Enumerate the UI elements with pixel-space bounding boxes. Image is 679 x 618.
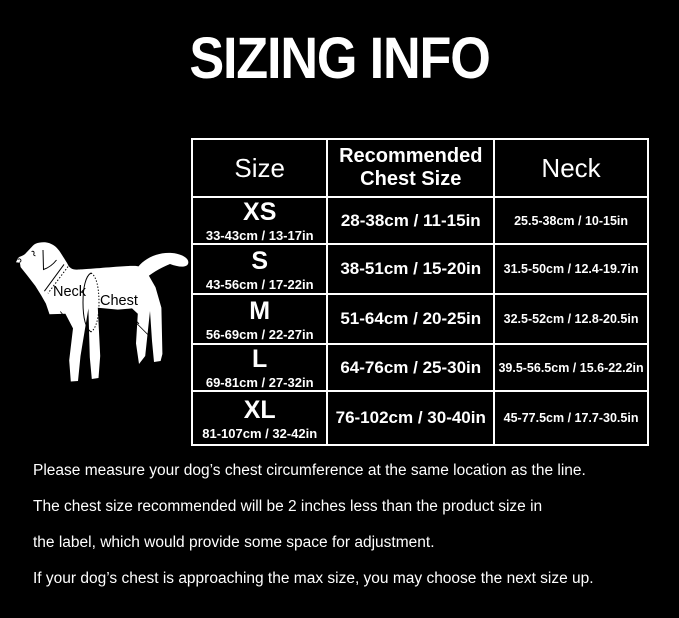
svg-text:Neck: Neck <box>53 284 87 300</box>
svg-text:Chest: Chest <box>100 293 138 309</box>
